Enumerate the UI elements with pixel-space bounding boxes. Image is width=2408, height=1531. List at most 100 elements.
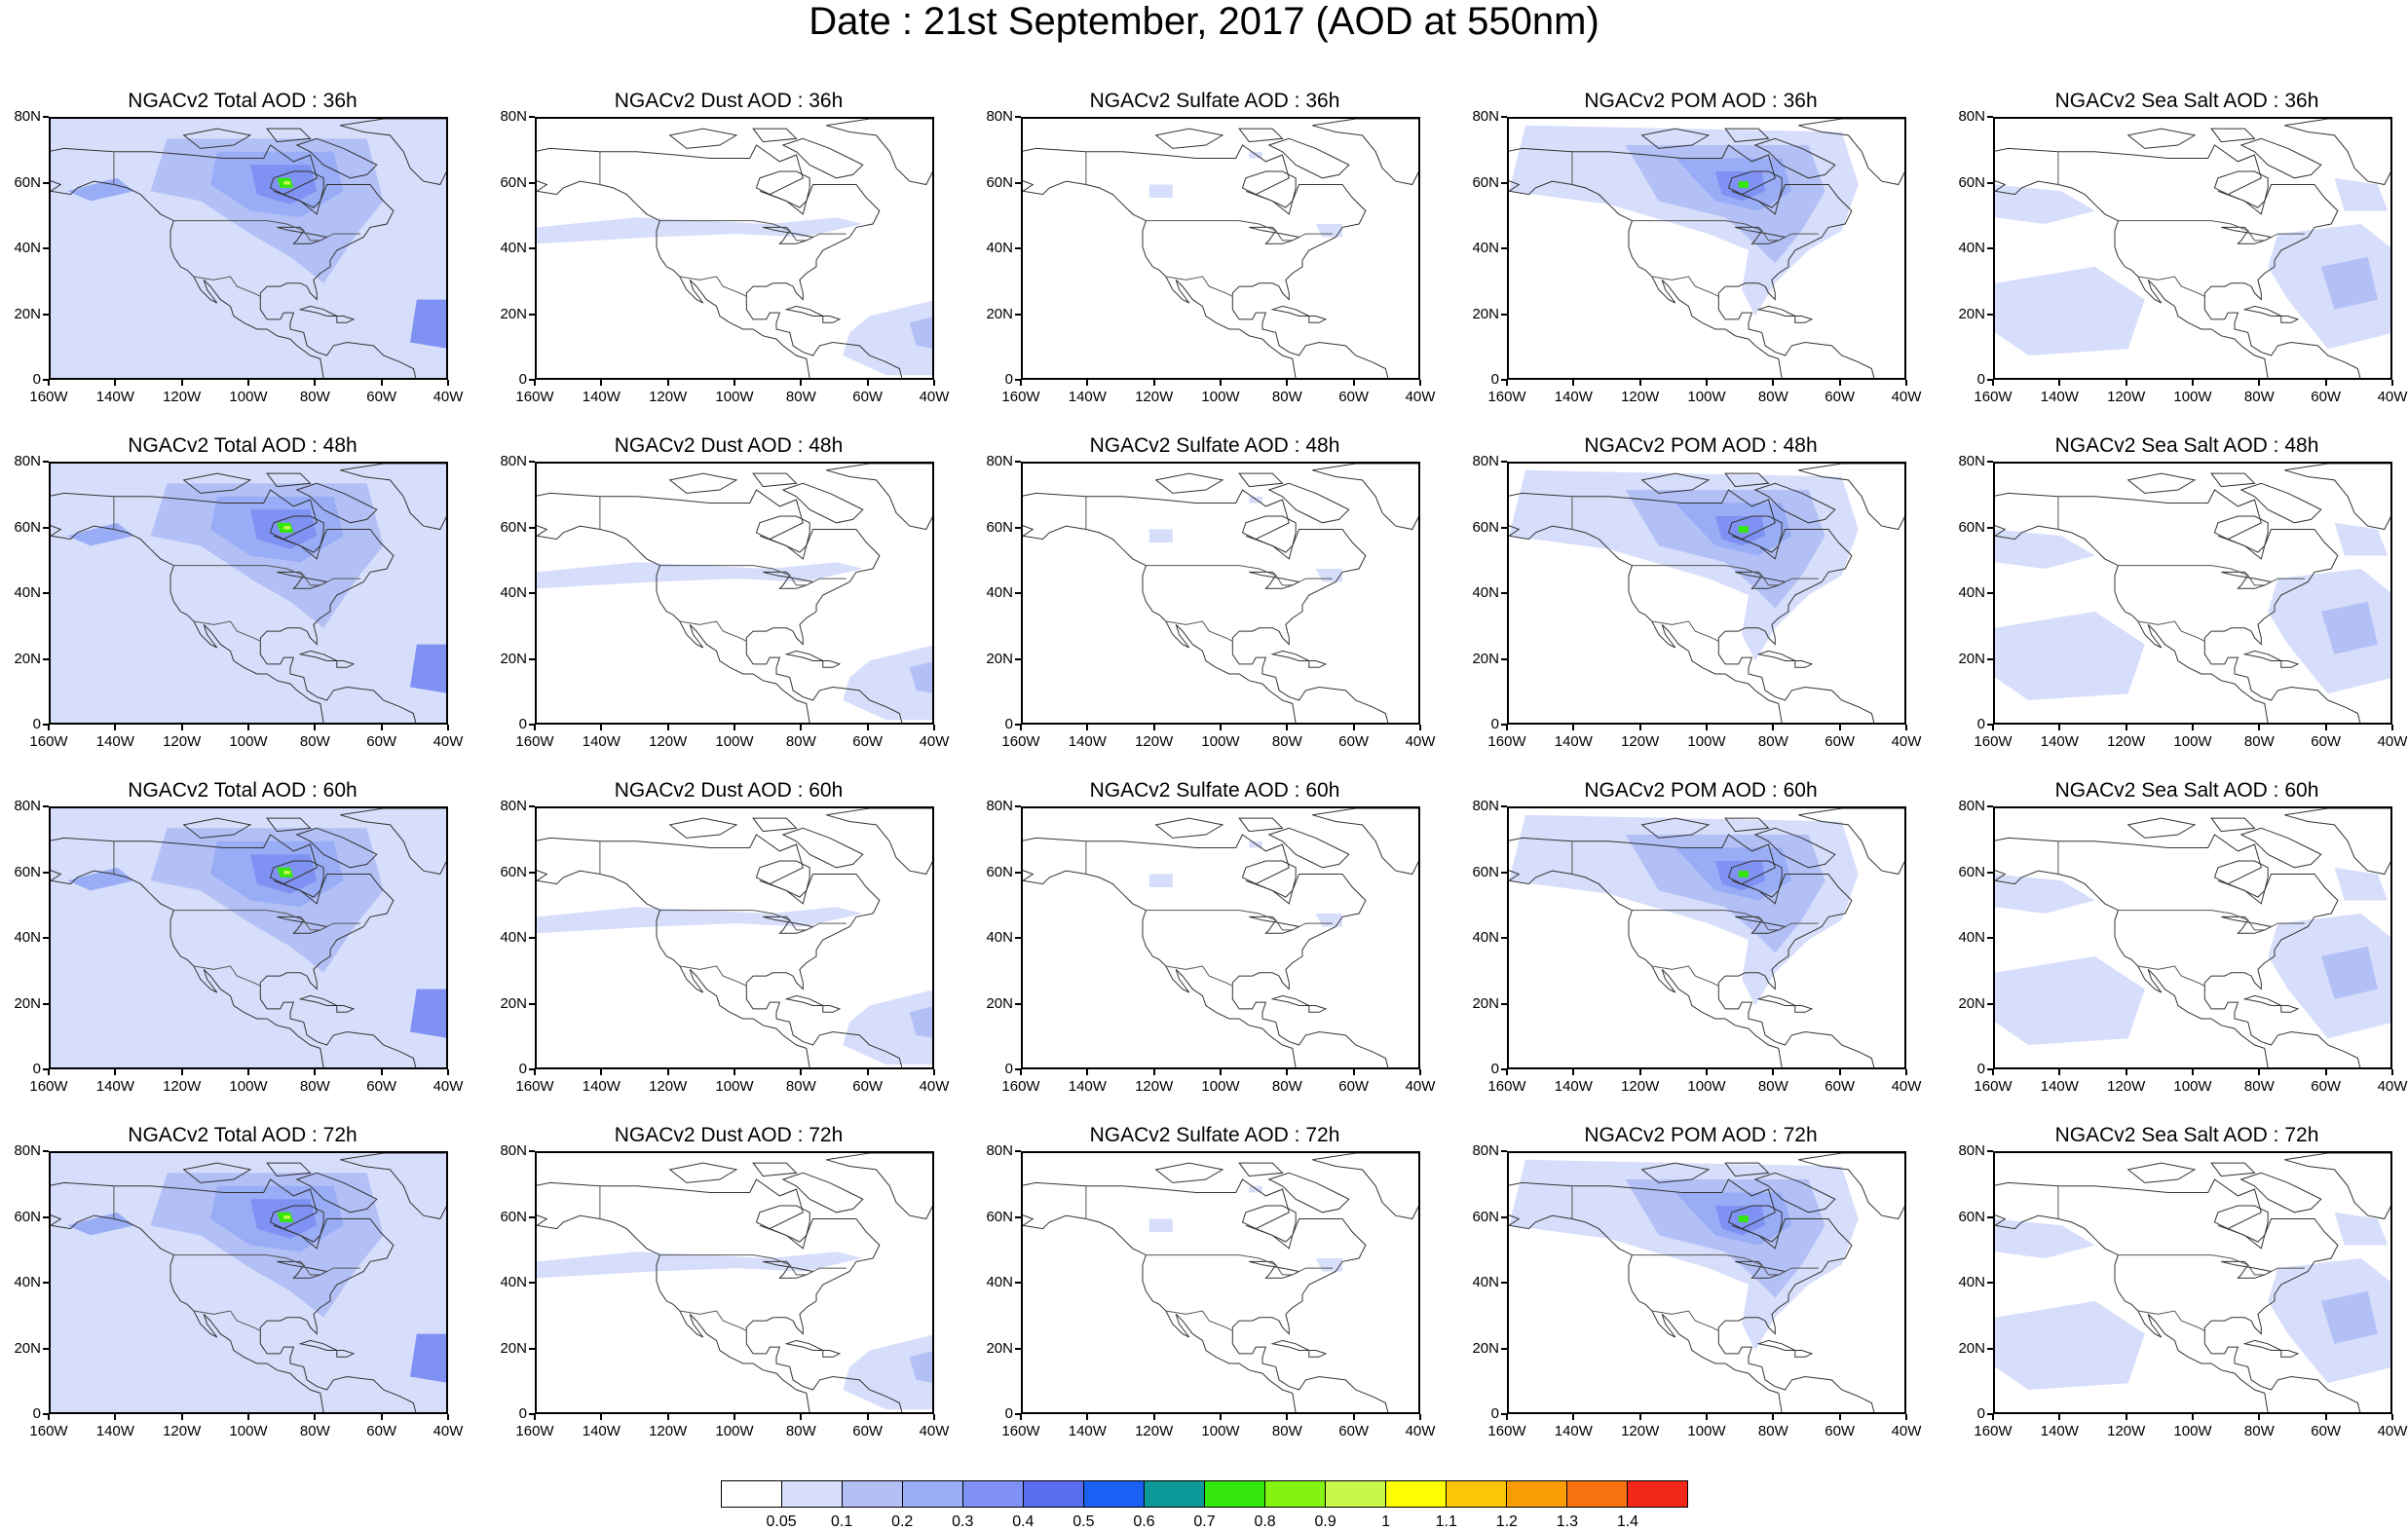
map-panel: NGACv2 Sea Salt AOD : 36h 80N 60N 40N 20N 0 16… xyxy=(1944,90,2408,454)
coastline xyxy=(2239,482,2322,524)
aod-shading xyxy=(2334,1212,2389,1246)
x-tick xyxy=(114,1414,117,1420)
x-tick xyxy=(1419,1414,1421,1420)
y-axis-label: 40N xyxy=(14,240,41,256)
y-axis-label: 20N xyxy=(1472,650,1499,667)
y-axis-label: 0 xyxy=(518,1405,527,1422)
y-axis-label: 80N xyxy=(1472,1142,1499,1159)
y-axis-label: 20N xyxy=(500,650,527,667)
x-tick xyxy=(1419,380,1421,386)
colorbar-swatch xyxy=(1326,1481,1386,1507)
x-tick xyxy=(1352,1414,1355,1420)
y-axis-label: 0 xyxy=(518,1061,527,1077)
aod-shading xyxy=(1148,1218,1173,1232)
x-tick xyxy=(800,380,803,386)
y-axis-label: 0 xyxy=(1004,1405,1013,1422)
x-tick xyxy=(534,1414,536,1420)
coastline xyxy=(1023,144,1389,378)
x-axis-label: 60W xyxy=(852,733,884,750)
coastline xyxy=(336,660,356,668)
y-tick xyxy=(529,1282,535,1284)
map-frame xyxy=(49,117,448,380)
y-tick xyxy=(1987,657,1993,660)
y-tick xyxy=(1015,247,1021,249)
coastline xyxy=(2242,305,2282,317)
aod-shading xyxy=(283,526,290,530)
x-axis-label: 100W xyxy=(229,1078,268,1095)
x-tick xyxy=(1506,725,1508,730)
x-axis-label: 160W xyxy=(29,733,68,750)
y-tick xyxy=(43,657,49,660)
panel-title: NGACv2 Total AOD : 48h xyxy=(128,434,357,457)
x-tick xyxy=(933,380,935,386)
y-axis-label: 20N xyxy=(14,1339,41,1357)
panel-title: NGACv2 Total AOD : 72h xyxy=(128,1124,357,1146)
inland-water xyxy=(1249,1260,1301,1279)
x-axis-label: 100W xyxy=(229,1423,268,1439)
x-tick xyxy=(933,725,935,730)
country-border xyxy=(1651,965,1719,987)
map-frame xyxy=(1507,806,1906,1069)
x-axis-label: 120W xyxy=(1135,733,1174,750)
x-tick xyxy=(1020,1069,1022,1075)
coastline xyxy=(1756,305,1796,317)
coastline xyxy=(2242,650,2282,661)
coastline xyxy=(1640,817,1711,839)
aod-shading xyxy=(1148,184,1173,198)
map-frame xyxy=(535,462,934,725)
inland-water xyxy=(269,1205,324,1243)
panel-title: NGACv2 POM AOD : 60h xyxy=(1584,779,1818,802)
colorbar-swatch xyxy=(1628,1481,1687,1507)
x-axis-label: 80W xyxy=(1271,1078,1302,1095)
aod-shading xyxy=(1995,1218,2095,1258)
y-axis-label: 0 xyxy=(1004,371,1013,388)
aod-shading xyxy=(283,181,290,185)
x-tick xyxy=(2391,380,2393,386)
x-tick xyxy=(1905,380,1907,386)
aod-shading xyxy=(843,1334,932,1410)
coastline xyxy=(295,482,378,524)
coastline xyxy=(752,817,798,833)
country-border xyxy=(1146,220,1333,242)
x-axis-label: 60W xyxy=(852,1423,884,1439)
coastline xyxy=(2210,472,2256,488)
x-tick xyxy=(1220,725,1222,730)
colorbar-swatch xyxy=(1024,1481,1084,1507)
coastline xyxy=(1270,305,1310,317)
x-axis-label: 60W xyxy=(1338,389,1370,405)
y-axis-label: 0 xyxy=(1976,1061,1985,1077)
country-border xyxy=(193,965,261,987)
coastline xyxy=(2126,128,2197,149)
y-axis-label: 60N xyxy=(14,173,41,191)
aod-map xyxy=(1995,464,2390,723)
y-axis-label: 0 xyxy=(1976,371,1985,388)
x-axis-label: 160W xyxy=(29,389,68,405)
y-axis-label: 80N xyxy=(986,798,1013,814)
x-axis-label: 140W xyxy=(95,1078,134,1095)
coastline xyxy=(822,1005,842,1013)
aod-shading xyxy=(2334,522,2389,556)
x-axis-label: 140W xyxy=(1068,1078,1107,1095)
map-frame xyxy=(1021,462,1420,725)
inland-water xyxy=(277,915,329,934)
x-axis-label: 160W xyxy=(515,1423,554,1439)
inland-water xyxy=(1727,860,1783,898)
x-axis-label: 160W xyxy=(515,389,554,405)
x-tick xyxy=(2258,1069,2261,1075)
x-tick xyxy=(2058,1069,2061,1075)
coastline xyxy=(1308,1005,1328,1013)
x-axis-label: 140W xyxy=(1068,733,1107,750)
x-axis-label: 120W xyxy=(163,1423,202,1439)
country-border xyxy=(1651,276,1719,297)
inland-water xyxy=(1249,226,1301,244)
x-axis-label: 100W xyxy=(1201,733,1240,750)
y-axis-label: 80N xyxy=(1472,108,1499,125)
coastline xyxy=(2280,1005,2300,1013)
x-tick xyxy=(1352,725,1355,730)
x-tick xyxy=(2125,1069,2127,1075)
x-axis-label: 140W xyxy=(2040,1078,2079,1095)
inland-water xyxy=(269,860,324,898)
x-tick xyxy=(534,725,536,730)
aod-shading xyxy=(2334,177,2389,211)
y-axis-label: 40N xyxy=(500,584,527,601)
